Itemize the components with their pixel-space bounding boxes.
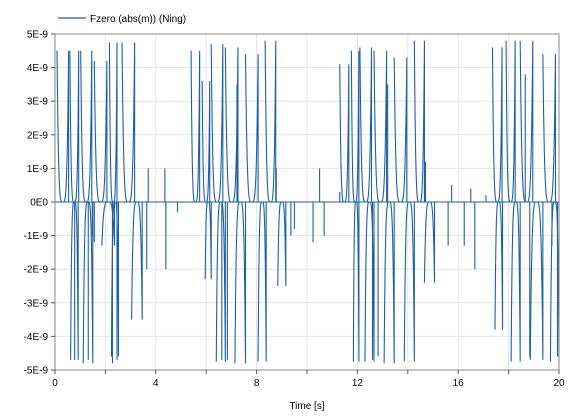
x-tick-label: 8: [254, 378, 260, 389]
series-lobe: [413, 40, 425, 203]
x-tick-label: 4: [153, 378, 159, 389]
series-lobe: [393, 57, 408, 203]
series-lobe: [352, 201, 360, 362]
y-tick-label: 0E0: [30, 198, 48, 209]
series-lobe: [491, 47, 503, 203]
x-axis-title: Time [s]: [289, 401, 324, 412]
series-lobe: [519, 40, 534, 203]
series-lobe: [244, 54, 259, 203]
y-tick-label: 2E-9: [27, 130, 49, 141]
series-lobe: [505, 40, 516, 203]
y-tick-label: -5E-9: [24, 366, 49, 377]
y-tick-label: -4E-9: [24, 332, 49, 343]
y-tick-label: 4E-9: [27, 63, 49, 74]
series-lobe: [510, 201, 521, 362]
series-lobe: [339, 64, 350, 203]
series-lobe: [93, 60, 108, 203]
tick-marks: [51, 33, 560, 374]
series-lobe: [529, 201, 544, 360]
y-tick-label: 3E-9: [27, 97, 49, 108]
series-lobe: [108, 42, 118, 203]
series-lobe: [542, 54, 557, 203]
series-lobe: [190, 50, 201, 203]
series-lobe: [494, 201, 504, 330]
series-lobe: [56, 50, 70, 203]
y-tick-label: -1E-9: [24, 231, 49, 242]
series-lobe: [224, 47, 239, 203]
y-tick-label: 1E-9: [27, 164, 49, 175]
series-lobe: [403, 201, 415, 362]
series-lobe: [201, 81, 211, 203]
tick-labels: 0 4 8 12 16 20 5E-9 4E-9 3E-9 2E-9 1E-9 0E0 -1E-9 -2E…: [24, 30, 565, 390]
x-tick-label: 12: [352, 378, 364, 389]
series-lobe: [80, 50, 93, 203]
series-lobe: [121, 42, 136, 203]
series-lobe: [277, 201, 287, 287]
series-lobe: [257, 201, 267, 362]
y-tick-label: 5E-9: [27, 30, 49, 41]
series-lobe: [131, 201, 143, 320]
x-tick-label: 20: [553, 378, 565, 389]
series-lobe: [264, 40, 277, 203]
series-lobe: [423, 201, 436, 283]
legend[interactable]: Fzero (abs(m)) (Ning): [58, 14, 186, 25]
x-tick-label: 16: [453, 378, 465, 389]
y-tick-label: -3E-9: [24, 298, 49, 309]
x-tick-label: 0: [52, 378, 58, 389]
legend-label: Fzero (abs(m)) (Ning): [90, 14, 186, 25]
series-layer: [55, 40, 560, 364]
series-lobe: [234, 201, 247, 364]
series-lobe: [204, 201, 212, 280]
series-lobe: [383, 201, 395, 364]
series-lobe: [373, 50, 388, 203]
series-lobe: [215, 201, 226, 362]
series-lobe: [359, 47, 373, 203]
series-lobe: [210, 44, 224, 203]
y-tick-label: -2E-9: [24, 265, 49, 276]
